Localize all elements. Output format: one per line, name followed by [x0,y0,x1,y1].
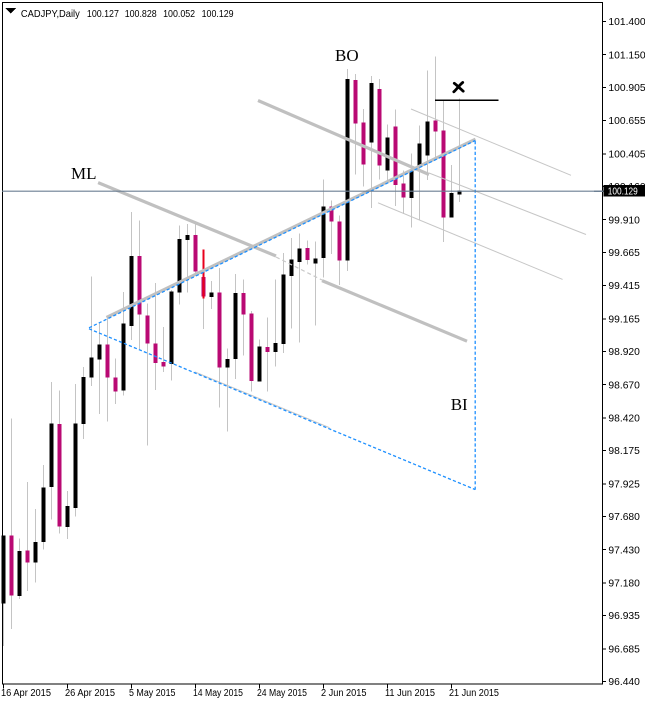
svg-text:101.400: 101.400 [608,17,645,28]
svg-text:99.165: 99.165 [608,315,640,326]
svg-text:99.665: 99.665 [608,248,640,259]
svg-text:97.925: 97.925 [608,480,640,491]
svg-text:ML: ML [71,164,97,183]
svg-text:101.150: 101.150 [608,50,645,61]
svg-text:99.415: 99.415 [608,281,640,292]
svg-text:99.910: 99.910 [608,215,640,226]
svg-text:16 Apr 2015: 16 Apr 2015 [1,688,51,699]
svg-text:26 Apr 2015: 26 Apr 2015 [65,688,115,699]
svg-text:98.175: 98.175 [608,446,640,457]
svg-text:21 Jun 2015: 21 Jun 2015 [449,688,499,699]
svg-text:100.905: 100.905 [608,83,645,94]
svg-text:98.670: 98.670 [608,380,640,391]
svg-text:100.828: 100.828 [125,9,157,20]
svg-text:96.440: 96.440 [608,677,640,688]
svg-text:100.129: 100.129 [608,187,638,198]
svg-text:BO: BO [335,46,359,65]
svg-text:5 May 2015: 5 May 2015 [129,688,176,699]
svg-text:98.420: 98.420 [608,414,640,425]
svg-text:100.052: 100.052 [163,9,195,20]
svg-text:100.127: 100.127 [87,9,119,20]
svg-text:96.935: 96.935 [608,611,640,622]
svg-text:96.685: 96.685 [608,645,640,656]
svg-text:97.430: 97.430 [608,545,640,556]
svg-text:97.680: 97.680 [608,512,640,523]
svg-text:14 May 2015: 14 May 2015 [193,688,243,699]
svg-text:2 Jun 2015: 2 Jun 2015 [321,688,367,699]
svg-text:98.920: 98.920 [608,347,640,358]
svg-text:100.655: 100.655 [608,116,645,127]
svg-text:24 May 2015: 24 May 2015 [257,688,307,699]
svg-text:BI: BI [451,395,468,414]
svg-text:100.129: 100.129 [202,9,234,20]
svg-text:100.405: 100.405 [608,150,645,161]
svg-text:97.180: 97.180 [608,579,640,590]
svg-text:CADJPY,Daily: CADJPY,Daily [21,9,81,20]
svg-text:11 Jun 2015: 11 Jun 2015 [385,688,435,699]
